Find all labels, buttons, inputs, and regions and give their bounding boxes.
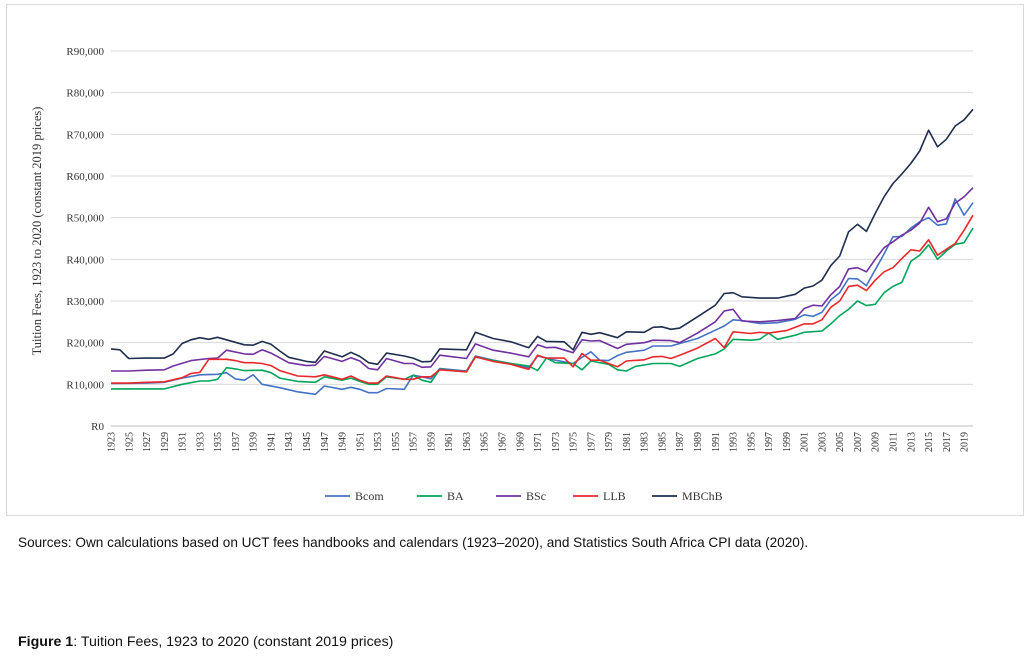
x-tick-label: 1941 bbox=[266, 432, 277, 452]
sources-note: Sources: Own calculations based on UCT f… bbox=[18, 535, 809, 550]
x-tick-label: 1977 bbox=[586, 432, 597, 452]
y-tick-label: R60,000 bbox=[66, 171, 104, 183]
x-tick-label: 2007 bbox=[853, 432, 864, 452]
figure-caption-text: : Tuition Fees, 1923 to 2020 (constant 2… bbox=[73, 634, 394, 650]
x-tick-label: 1975 bbox=[569, 432, 580, 452]
x-tick-label: 1927 bbox=[142, 432, 153, 452]
x-tick-label: 2005 bbox=[835, 432, 846, 452]
x-tick-label: 1925 bbox=[124, 432, 135, 452]
x-tick-label: 2003 bbox=[817, 432, 828, 452]
y-tick-label: R30,000 bbox=[66, 296, 104, 308]
x-tick-label: 1999 bbox=[782, 432, 793, 452]
x-tick-label: 1957 bbox=[409, 432, 420, 452]
x-tick-label: 1955 bbox=[391, 432, 402, 452]
chart-frame: R0 R10,000 R20,000 R30,000 R40,000 R50,000 R60… bbox=[6, 4, 1024, 516]
x-tick-label: 1963 bbox=[462, 432, 473, 452]
x-tick-label: 1969 bbox=[515, 432, 526, 452]
x-tick-label: 1945 bbox=[302, 432, 313, 452]
figure-caption: Figure 1: Tuition Fees, 1923 to 2020 (co… bbox=[18, 634, 393, 650]
x-tick-label: 1985 bbox=[657, 432, 668, 452]
y-tick-label: R20,000 bbox=[66, 338, 104, 350]
x-tick-label: 1933 bbox=[195, 432, 206, 452]
legend-label-ba: BA bbox=[447, 489, 464, 503]
x-tick-label: 1979 bbox=[604, 432, 615, 452]
y-tick-label: R10,000 bbox=[66, 379, 104, 391]
x-tick-label: 1965 bbox=[480, 432, 491, 452]
x-tick-label: 1995 bbox=[746, 432, 757, 452]
x-tick-label: 2009 bbox=[871, 432, 882, 452]
y-tick-label: R50,000 bbox=[66, 213, 104, 225]
legend-label-bcom: Bcom bbox=[355, 489, 384, 503]
x-tick-label: 1961 bbox=[444, 432, 455, 452]
y-tick-label: R70,000 bbox=[66, 129, 104, 141]
x-tick-label: 1993 bbox=[729, 432, 740, 452]
series-line-bsc bbox=[111, 187, 974, 372]
x-tick-label: 2017 bbox=[942, 432, 953, 452]
legend: Bcom BA BSc LLB MBChB bbox=[325, 489, 723, 503]
x-tick-label: 1943 bbox=[284, 432, 295, 452]
y-tick-label: R90,000 bbox=[66, 46, 104, 58]
x-tick-label: 1935 bbox=[213, 432, 224, 452]
x-tick-label: 1959 bbox=[426, 432, 437, 452]
x-tick-label: 2013 bbox=[906, 432, 917, 452]
x-tick-label: 1939 bbox=[249, 432, 260, 452]
series-line-ba bbox=[111, 227, 974, 390]
x-tick-label: 1947 bbox=[320, 432, 331, 452]
x-tick-label: 1953 bbox=[373, 432, 384, 452]
legend-label-llb: LLB bbox=[603, 489, 626, 503]
figure-caption-label: Figure 1 bbox=[18, 634, 74, 650]
x-tick-label: 1991 bbox=[711, 432, 722, 452]
x-tick-label: 2019 bbox=[960, 432, 971, 452]
y-tick-labels: R0 R10,000 R20,000 R30,000 R40,000 R50,000 R60… bbox=[66, 46, 104, 433]
x-tick-label: 1997 bbox=[764, 432, 775, 452]
x-tick-label: 1937 bbox=[231, 432, 242, 452]
y-tick-label: R80,000 bbox=[66, 88, 104, 100]
x-tick-label: 1987 bbox=[675, 432, 686, 452]
x-tick-label: 1971 bbox=[533, 432, 544, 452]
x-tick-label: 1967 bbox=[498, 432, 509, 452]
legend-label-mbchb: MBChB bbox=[682, 489, 723, 503]
x-tick-label: 1981 bbox=[622, 432, 633, 452]
series-line-mbchb bbox=[110, 108, 974, 366]
grid-layer bbox=[111, 50, 973, 427]
x-tick-label: 1983 bbox=[640, 432, 651, 452]
y-axis-label: Tuition Fees, 1923 to 2020 (constant 201… bbox=[30, 107, 44, 356]
x-tick-label: 1949 bbox=[338, 432, 349, 452]
x-tick-label: 1923 bbox=[107, 432, 118, 452]
x-tick-label: 1951 bbox=[355, 432, 366, 452]
x-tick-label: 1989 bbox=[693, 432, 704, 452]
y-tick-label: R0 bbox=[91, 421, 104, 433]
x-tick-label: 1929 bbox=[160, 432, 171, 452]
series-layer bbox=[110, 108, 974, 396]
tuition-fees-chart: R0 R10,000 R20,000 R30,000 R40,000 R50,000 R60… bbox=[30, 46, 974, 503]
x-tick-label: 1931 bbox=[178, 432, 189, 452]
legend-label-bsc: BSc bbox=[526, 489, 546, 503]
x-tick-labels: 1923 1925 1927 1929 1931 1933 1935 1937 1939 1941… bbox=[107, 432, 971, 452]
y-tick-label: R40,000 bbox=[66, 254, 104, 266]
x-tick-label: 2011 bbox=[889, 432, 900, 452]
x-tick-label: 1973 bbox=[551, 432, 562, 452]
x-tick-label: 2001 bbox=[800, 432, 811, 452]
series-line-llb bbox=[111, 214, 974, 384]
x-tick-label: 2015 bbox=[924, 432, 935, 452]
series-line-bcom bbox=[110, 198, 974, 396]
